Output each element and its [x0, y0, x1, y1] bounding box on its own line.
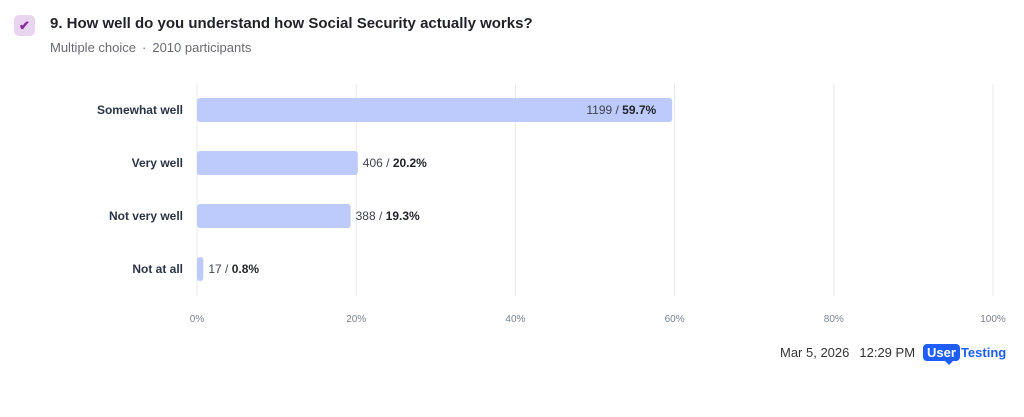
count-label: 406 /	[363, 156, 393, 170]
category-label: Very well	[132, 156, 183, 170]
category-label: Not very well	[109, 209, 183, 223]
category-label: Somewhat well	[97, 103, 183, 117]
footer-date: Mar 5, 2026	[780, 345, 850, 360]
percent-label: 0.8%	[232, 262, 260, 276]
question-title: 9. How well do you understand how Social…	[50, 15, 533, 32]
x-tick-label: 100%	[980, 314, 1006, 325]
footer: Mar 5, 2026 12:29 PM User Testing	[780, 344, 1007, 365]
x-tick-label: 40%	[505, 314, 525, 325]
separator: ·	[142, 40, 147, 55]
x-tick-label: 60%	[665, 314, 685, 325]
bar	[197, 151, 358, 175]
question-type: Multiple choice	[50, 40, 136, 55]
bar	[197, 204, 351, 228]
participants-count: 2010 participants	[152, 40, 252, 55]
percent-label: 19.3%	[386, 209, 420, 223]
bar	[197, 98, 673, 122]
data-label: 406 / 20.2%	[363, 156, 427, 170]
category-label: Not at all	[132, 262, 183, 276]
data-label: 17 / 0.8%	[208, 262, 259, 276]
data-label: 1199 / 59.7%	[586, 103, 656, 117]
data-label: 388 / 19.3%	[356, 209, 420, 223]
count-label: 1199 /	[586, 103, 622, 117]
logo-user: User	[923, 344, 960, 365]
count-label: 17 /	[208, 262, 231, 276]
checkbox-check-icon: ✔	[14, 15, 35, 36]
bar	[197, 257, 204, 281]
x-tick-label: 0%	[190, 314, 205, 325]
x-tick-label: 80%	[824, 314, 844, 325]
x-tick-label: 20%	[346, 314, 366, 325]
logo-testing: Testing	[960, 345, 1007, 360]
footer-time: 12:29 PM	[859, 345, 916, 360]
percent-label: 20.2%	[393, 156, 427, 170]
count-label: 388 /	[356, 209, 386, 223]
question-meta: Multiple choice · 2010 participants	[50, 40, 251, 55]
usertesting-logo: User Testing	[923, 344, 1007, 365]
bar-chart: 0% 20% 40% 60% 80% 100% Somewhat well 1199 / 59…	[97, 84, 1006, 325]
percent-label: 59.7%	[622, 103, 656, 117]
